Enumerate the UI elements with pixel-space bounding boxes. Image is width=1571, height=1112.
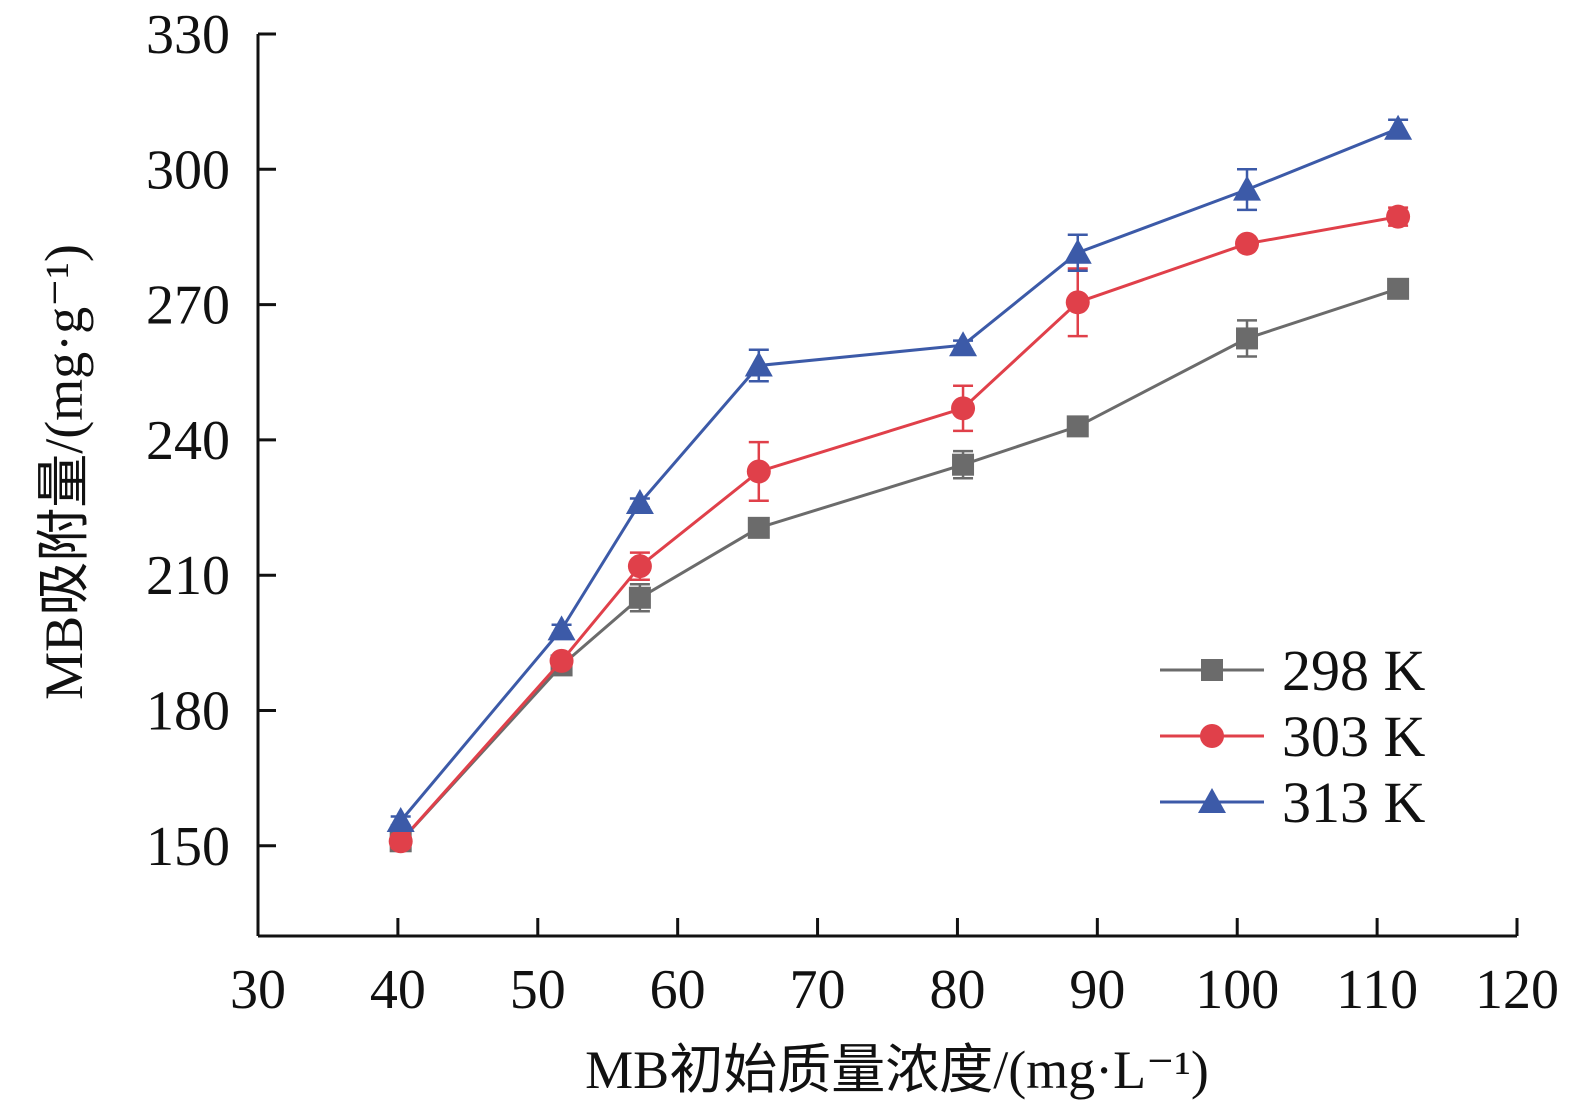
y-axis-title: MB吸附量/(mg·g⁻¹) xyxy=(34,244,94,700)
data-point xyxy=(1233,175,1262,201)
y-tick-label: 300 xyxy=(146,139,230,201)
data-point xyxy=(388,829,413,854)
legend-label: 303 K xyxy=(1282,704,1426,769)
data-point xyxy=(951,396,976,421)
data-point xyxy=(625,489,654,515)
data-point xyxy=(627,554,652,579)
x-ticks: 30 40 50 60 70 80 90 100 110 120 xyxy=(230,918,1559,1021)
x-tick-label: 90 xyxy=(1069,959,1125,1021)
data-point xyxy=(1386,204,1411,229)
y-tick-label: 210 xyxy=(146,545,230,607)
series-0 xyxy=(389,277,1410,853)
data-point xyxy=(1066,415,1089,438)
data-point xyxy=(549,648,574,673)
data-point xyxy=(949,331,978,357)
data-point xyxy=(747,516,770,539)
series-layer xyxy=(386,114,1413,854)
y-tick-label: 240 xyxy=(146,410,230,472)
legend-marker xyxy=(1198,788,1226,813)
data-point xyxy=(547,615,576,641)
x-tick-label: 70 xyxy=(790,959,846,1021)
y-tick-label: 330 xyxy=(146,4,230,66)
legend-label: 298 K xyxy=(1282,638,1426,703)
legend-marker xyxy=(1201,659,1223,681)
x-tick-label: 80 xyxy=(929,959,985,1021)
x-tick-label: 110 xyxy=(1336,959,1418,1021)
legend-marker xyxy=(1200,724,1224,748)
data-point xyxy=(746,459,771,484)
data-point xyxy=(744,351,773,377)
data-point xyxy=(1065,290,1090,315)
x-tick-label: 40 xyxy=(370,959,426,1021)
data-point xyxy=(1235,231,1260,256)
data-point xyxy=(952,453,975,476)
series-2 xyxy=(386,114,1413,832)
x-tick-label: 30 xyxy=(230,959,286,1021)
data-point xyxy=(1236,327,1259,350)
data-point xyxy=(628,586,651,609)
y-tick-label: 270 xyxy=(146,275,230,337)
y-tick-label: 150 xyxy=(146,816,230,878)
data-point xyxy=(1063,238,1092,264)
series-line xyxy=(399,127,1399,822)
data-point xyxy=(1387,277,1410,300)
x-tick-label: 120 xyxy=(1475,959,1559,1021)
y-ticks: 150 180 210 240 270 300 330 xyxy=(146,4,276,878)
data-point xyxy=(1384,114,1413,140)
data-point xyxy=(386,806,415,832)
y-tick-label: 180 xyxy=(146,681,230,743)
series-line xyxy=(399,287,1399,843)
series-1 xyxy=(388,204,1411,854)
axes xyxy=(256,34,1517,938)
x-tick-label: 60 xyxy=(650,959,706,1021)
legend-item: 303 K xyxy=(1160,704,1426,769)
legend-item: 313 K xyxy=(1160,770,1426,835)
legend-item: 298 K xyxy=(1160,638,1426,703)
x-axis-title: MB初始质量浓度/(mg·L⁻¹) xyxy=(585,1040,1209,1100)
x-tick-label: 50 xyxy=(510,959,566,1021)
series-line xyxy=(399,215,1399,843)
legend-label: 313 K xyxy=(1282,770,1426,835)
x-tick-label: 100 xyxy=(1195,959,1279,1021)
